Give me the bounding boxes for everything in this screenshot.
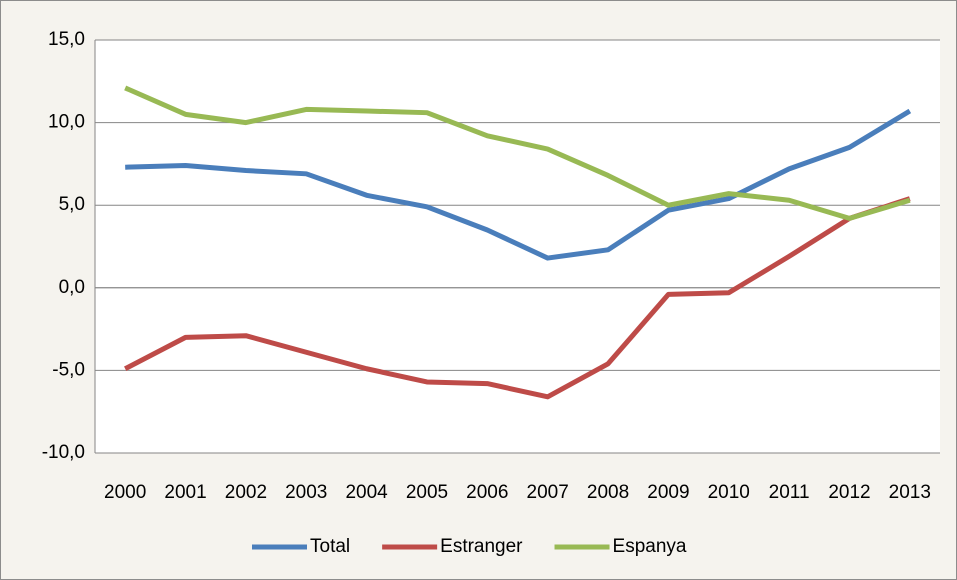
- y-tick-label: 10,0: [48, 112, 85, 133]
- x-tick-label: 2011: [769, 482, 810, 503]
- y-tick-label: -5,0: [52, 359, 85, 380]
- x-tick-label: 2013: [889, 482, 931, 503]
- x-tick-label: 2006: [466, 482, 508, 503]
- x-tick-label: 2005: [406, 482, 448, 503]
- legend-label: Estranger: [440, 536, 523, 557]
- x-tick-label: 2002: [225, 482, 267, 503]
- series-line: [125, 108, 912, 261]
- legend-label: Espanya: [613, 536, 687, 557]
- x-tick-label: 2010: [708, 482, 750, 503]
- legend-label: Total: [310, 536, 350, 557]
- series-line: [124, 85, 911, 221]
- x-tick-label: 2007: [527, 482, 569, 503]
- x-tick-label: 2000: [104, 482, 146, 503]
- y-tick-label: -10,0: [42, 442, 85, 463]
- x-tick-label: 2008: [587, 482, 629, 503]
- x-tick-label: 2009: [647, 482, 689, 503]
- x-tick-label: 2004: [345, 482, 388, 503]
- y-tick-label: 15,0: [48, 29, 85, 50]
- x-tick-label: 2012: [828, 482, 870, 503]
- y-tick-label: 5,0: [59, 194, 85, 215]
- y-tick-label: 0,0: [59, 277, 85, 298]
- x-tick-label: 2003: [285, 482, 327, 503]
- series-line: [124, 196, 911, 400]
- x-tick-label: 2001: [164, 482, 206, 503]
